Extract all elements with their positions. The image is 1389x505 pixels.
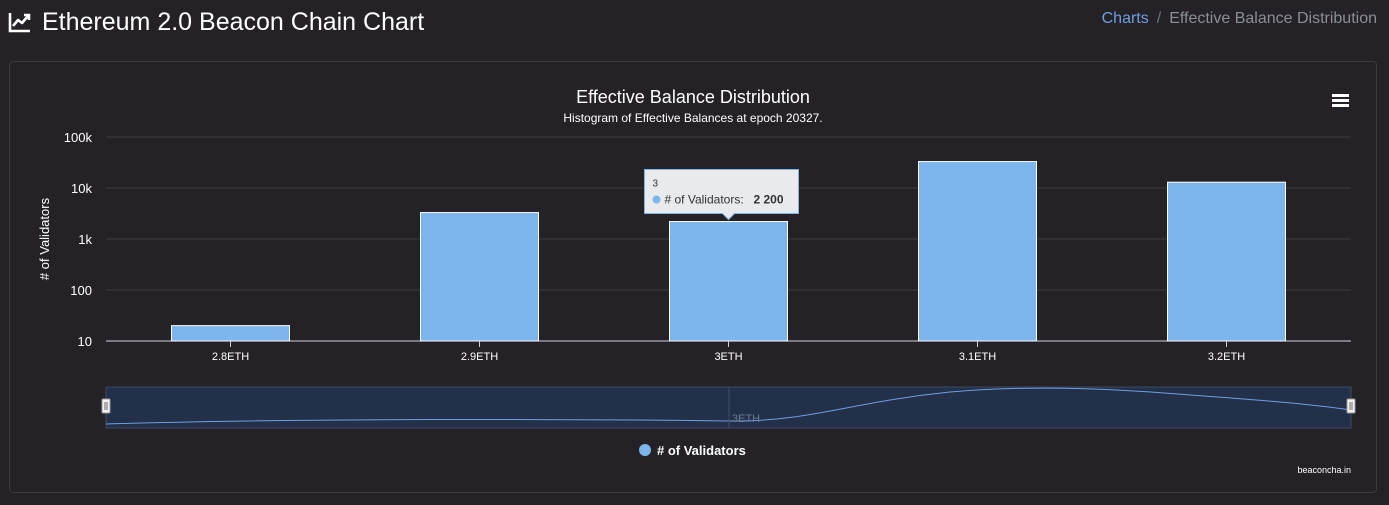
chart-line-icon [8, 13, 31, 33]
y-tick-label: 1k [78, 232, 92, 247]
bar[interactable] [669, 221, 788, 342]
tooltip-label: # of Validators: [665, 193, 744, 207]
tooltip-header: 3 [653, 179, 659, 190]
breadcrumb: Charts / Effective Balance Distribution [1102, 10, 1377, 28]
y-tick-label: 10k [71, 181, 92, 196]
navigator-label: 3ETH [732, 413, 760, 425]
legend-series-dot[interactable] [639, 444, 651, 456]
x-tick-label: 3.2ETH [1208, 351, 1245, 363]
chart-card: Effective Balance Distribution Histogram … [9, 61, 1377, 493]
y-tick-label: 10 [78, 334, 92, 349]
chart-title: Effective Balance Distribution [576, 87, 810, 107]
bar[interactable] [918, 161, 1037, 342]
chart: Effective Balance Distribution Histogram … [37, 87, 1356, 475]
x-tick-label: 3ETH [714, 351, 742, 363]
chart-subtitle: Histogram of Effective Balances at epoch… [563, 111, 822, 125]
bar[interactable] [171, 325, 290, 342]
tooltip-box [644, 169, 799, 221]
hamburger-menu-icon[interactable] [1332, 94, 1349, 107]
x-tick-label: 3.1ETH [959, 351, 996, 363]
page-title-text: Ethereum 2.0 Beacon Chain Chart [42, 7, 425, 36]
breadcrumb-separator: / [1156, 10, 1162, 27]
legend-item-validators[interactable]: # of Validators [657, 443, 746, 458]
breadcrumb-current: Effective Balance Distribution [1169, 10, 1377, 27]
bar[interactable] [420, 212, 539, 342]
navigator-series-line [105, 387, 1352, 425]
chart-credits[interactable]: beaconcha.in [1297, 465, 1351, 475]
navigator-handle-left[interactable] [101, 398, 111, 414]
tooltip-series-dot [652, 195, 661, 204]
y-tick-label: 100k [64, 130, 93, 145]
tooltip-value: 2 200 [754, 193, 784, 207]
x-tick-label: 2.9ETH [461, 351, 498, 363]
breadcrumb-charts-link[interactable]: Charts [1101, 10, 1149, 27]
x-tick-label: 2.8ETH [212, 351, 249, 363]
page-header: Ethereum 2.0 Beacon Chain Chart Charts /… [0, 0, 1389, 44]
bar[interactable] [1167, 181, 1286, 342]
y-axis-label: # of Validators [37, 197, 52, 280]
page-title: Ethereum 2.0 Beacon Chain Chart [8, 6, 424, 38]
y-tick-label: 100 [70, 283, 92, 298]
navigator-handle-right[interactable] [1346, 398, 1356, 414]
